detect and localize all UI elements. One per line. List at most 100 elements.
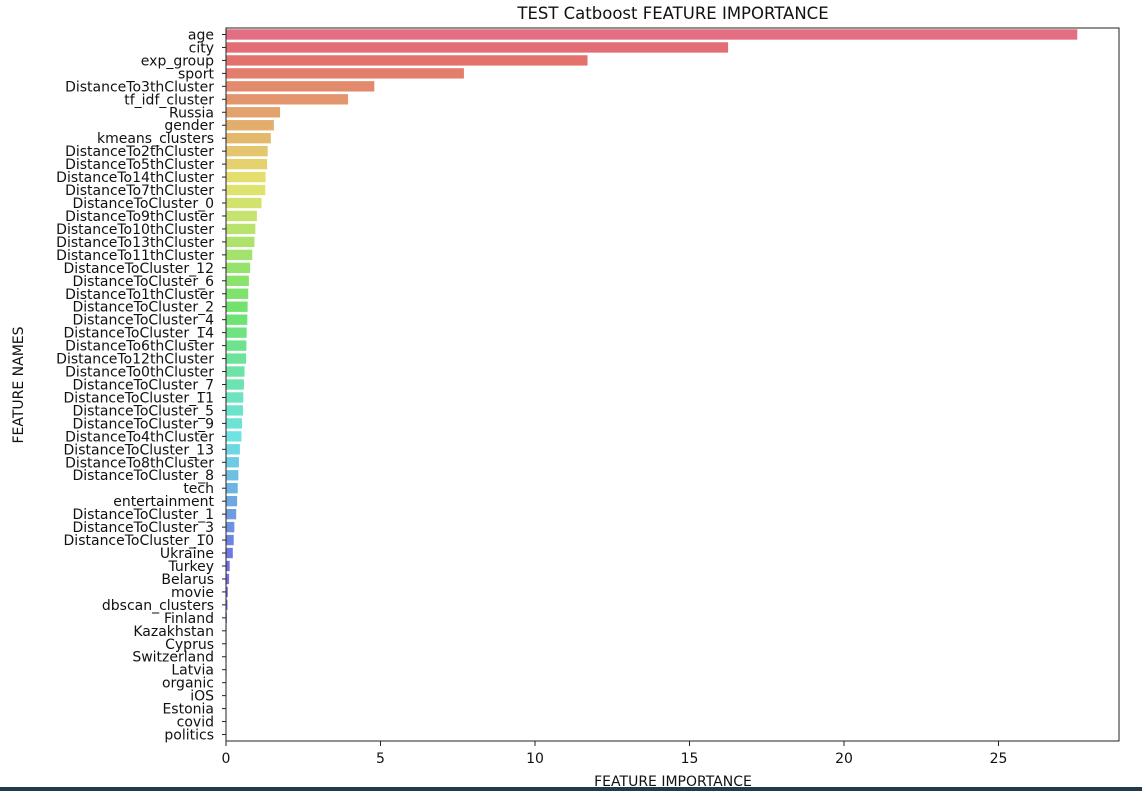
bar-DistanceTo7thCluster <box>226 184 266 196</box>
bar-DistanceToCluster_12 <box>226 262 251 274</box>
bar-DistanceTo0thCluster <box>226 366 245 377</box>
bar-DistanceTo2thCluster <box>226 145 268 157</box>
y-tick-labels: agecityexp_groupsportDistanceTo3thCluste… <box>56 27 226 744</box>
x-tick-label: 15 <box>681 751 699 767</box>
y-tick-label: kmeans_clusters <box>97 131 214 147</box>
y-tick-label: DistanceTo10thCluster <box>56 222 214 238</box>
y-tick-label: Russia <box>169 105 214 121</box>
y-tick-label: DistanceToCluster_4 <box>72 313 214 329</box>
bar-exp_group <box>226 55 588 66</box>
y-tick-label: DistanceToCluster_5 <box>72 403 214 419</box>
bar-DistanceTo5thCluster <box>226 158 268 170</box>
y-tick-label: DistanceToCluster_13 <box>64 442 214 458</box>
y-tick-label: covid <box>177 715 214 731</box>
y-tick-label: Kazakhstan <box>133 624 214 640</box>
y-tick-label: DistanceToCluster_6 <box>72 274 214 290</box>
bar-DistanceTo14thCluster <box>226 171 266 183</box>
y-tick-label: Switzerland <box>132 650 214 666</box>
y-tick-label: DistanceTo7thCluster <box>65 183 214 199</box>
y-tick-label: DistanceTo11thCluster <box>56 248 214 264</box>
y-tick-label: DistanceToCluster_11 <box>64 390 214 406</box>
x-axis-title: FEATURE IMPORTANCE <box>594 774 752 790</box>
y-tick-label: Cyprus <box>165 637 214 653</box>
bar-DistanceToCluster_9 <box>226 418 243 429</box>
bar-DistanceTo11thCluster <box>226 249 253 261</box>
y-tick-label: organic <box>162 676 214 692</box>
bar-city <box>226 42 729 53</box>
x-tick-label: 25 <box>990 751 1008 767</box>
bar-Turkey <box>226 560 230 572</box>
x-tick-label: 0 <box>222 751 231 767</box>
y-tick-label: DistanceToCluster_12 <box>64 261 214 277</box>
bar-DistanceToCluster_4 <box>226 314 248 325</box>
y-tick-label: tf_idf_cluster <box>124 92 214 108</box>
y-tick-label: age <box>188 27 214 43</box>
x-tick-label: 5 <box>376 751 385 767</box>
y-tick-label: DistanceToCluster_2 <box>72 300 214 316</box>
bar-DistanceTo4thCluster <box>226 431 242 442</box>
bar-DistanceTo10thCluster <box>226 223 256 235</box>
y-tick-label: exp_group <box>141 53 214 69</box>
y-tick-label: DistanceTo8thCluster <box>65 455 214 471</box>
bar-gender <box>226 120 274 131</box>
y-tick-label: DistanceTo14thCluster <box>56 170 214 186</box>
bar-DistanceTo6thCluster <box>226 340 247 351</box>
y-tick-label: politics <box>164 728 214 744</box>
bar-DistanceToCluster_7 <box>226 379 244 390</box>
bar-DistanceToCluster_6 <box>226 275 249 286</box>
bar-kmeans_clusters <box>226 133 271 144</box>
y-tick-label: Finland <box>164 611 214 627</box>
y-tick-label: DistanceTo12thCluster <box>56 352 214 368</box>
y-tick-label: DistanceTo1thCluster <box>65 287 214 303</box>
bar-DistanceToCluster_3 <box>226 521 235 533</box>
y-tick-label: DistanceTo3thCluster <box>65 79 214 95</box>
bar-DistanceToCluster_0 <box>226 197 262 209</box>
bar-entertainment <box>226 495 238 507</box>
y-tick-label: iOS <box>190 689 214 705</box>
y-tick-label: DistanceToCluster_14 <box>64 326 215 342</box>
bar-DistanceTo8thCluster <box>226 457 239 468</box>
y-tick-label: gender <box>164 118 214 134</box>
bar-DistanceToCluster_8 <box>226 470 239 481</box>
y-tick-label: DistanceToCluster_1 <box>72 507 214 523</box>
y-tick-label: tech <box>183 481 214 497</box>
y-tick-label: DistanceTo2thCluster <box>65 144 214 160</box>
y-tick-label: Latvia <box>171 663 214 679</box>
bar-DistanceTo12thCluster <box>226 353 247 364</box>
bars-layer <box>226 29 1078 740</box>
bar-Russia <box>226 107 281 118</box>
bar-dbscan_clusters <box>226 599 228 611</box>
y-tick-label: entertainment <box>113 494 214 510</box>
y-tick-label: dbscan_clusters <box>102 598 214 614</box>
y-tick-label: DistanceTo5thCluster <box>65 157 214 173</box>
bar-DistanceToCluster_11 <box>226 392 244 403</box>
y-tick-label: movie <box>171 585 214 601</box>
bar-Belarus <box>226 573 230 585</box>
bar-tech <box>226 483 238 494</box>
bar-DistanceTo9thCluster <box>226 210 257 222</box>
plot-frame <box>225 27 1120 742</box>
y-tick-label: DistanceTo4thCluster <box>65 429 214 445</box>
bar-DistanceToCluster_13 <box>226 444 240 455</box>
bar-Ukraine <box>226 547 233 559</box>
y-tick-label: DistanceToCluster_0 <box>72 196 214 212</box>
x-tick-label: 10 <box>526 751 544 767</box>
bar-DistanceToCluster_1 <box>226 508 237 520</box>
bar-sport <box>226 68 464 79</box>
y-tick-label: DistanceTo6thCluster <box>65 339 214 355</box>
bar-movie <box>226 586 228 598</box>
y-tick-label: DistanceToCluster_10 <box>64 533 214 549</box>
y-tick-label: Turkey <box>167 559 214 575</box>
y-tick-label: DistanceToCluster_8 <box>72 468 214 484</box>
y-tick-label: DistanceToCluster_9 <box>72 416 214 432</box>
y-tick-label: Ukraine <box>160 546 214 562</box>
y-tick-label: DistanceTo0thCluster <box>65 365 214 381</box>
bar-tf_idf_cluster <box>226 94 349 105</box>
chart-title: TEST Catboost FEATURE IMPORTANCE <box>516 4 828 23</box>
bar-DistanceToCluster_14 <box>226 327 247 338</box>
y-tick-label: DistanceToCluster_3 <box>72 520 214 536</box>
y-tick-label: sport <box>178 66 215 82</box>
bar-DistanceToCluster_5 <box>226 405 243 416</box>
bar-DistanceToCluster_2 <box>226 301 248 312</box>
